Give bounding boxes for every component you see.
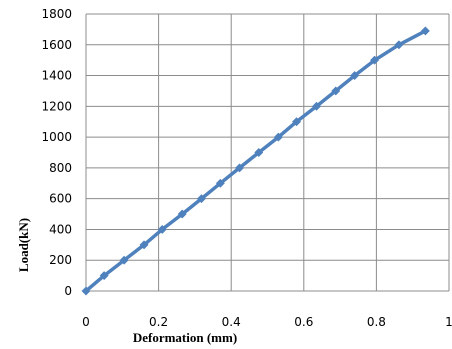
data-point-marker xyxy=(350,71,360,81)
data-point-marker xyxy=(81,286,91,296)
x-tick-label: 0.2 xyxy=(149,315,168,329)
x-tick-label: 1 xyxy=(445,315,452,329)
tick-label-layer: 0 200 400 600 800 1000 1200 1400 1600 1800 0 0.2 0.4… xyxy=(41,7,452,329)
data-point-marker xyxy=(215,178,225,188)
data-point-marker xyxy=(234,163,245,173)
series-line xyxy=(84,29,427,293)
axis-layer xyxy=(85,14,449,292)
data-point-marker xyxy=(139,240,149,250)
x-tick-label: 0.4 xyxy=(222,315,241,329)
data-point-marker xyxy=(99,271,109,281)
data-point-marker xyxy=(196,194,206,204)
data-point-marker xyxy=(420,26,430,36)
x-tick-label: 0.6 xyxy=(294,315,313,329)
y-tick-label: 1200 xyxy=(41,99,72,113)
data-point-marker xyxy=(394,40,404,50)
y-tick-label: 800 xyxy=(49,161,72,175)
data-point-marker xyxy=(370,55,380,65)
x-tick-label: 0 xyxy=(82,315,90,329)
data-point-marker xyxy=(119,255,129,265)
data-point-marker xyxy=(331,86,341,96)
series-layer xyxy=(81,26,430,296)
y-tick-label: 1400 xyxy=(41,69,72,83)
y-tick-label: 200 xyxy=(49,253,72,267)
data-point-marker xyxy=(291,117,302,127)
data-point-marker xyxy=(273,132,283,142)
y-tick-label: 1000 xyxy=(41,130,72,144)
y-axis-label: Load(kN) xyxy=(16,218,31,272)
y-tick-label: 1600 xyxy=(41,38,72,52)
y-tick-label: 1800 xyxy=(41,7,72,21)
data-point-marker xyxy=(311,101,322,111)
data-point-marker xyxy=(177,209,187,219)
y-tick-label: 0 xyxy=(64,284,72,298)
data-point-marker xyxy=(157,224,167,234)
data-point-marker xyxy=(254,147,264,158)
x-tick-label: 0.8 xyxy=(367,315,386,329)
y-tick-label: 400 xyxy=(49,222,72,236)
x-axis-label: Deformation (mm) xyxy=(133,330,237,345)
y-tick-label: 600 xyxy=(49,192,72,206)
